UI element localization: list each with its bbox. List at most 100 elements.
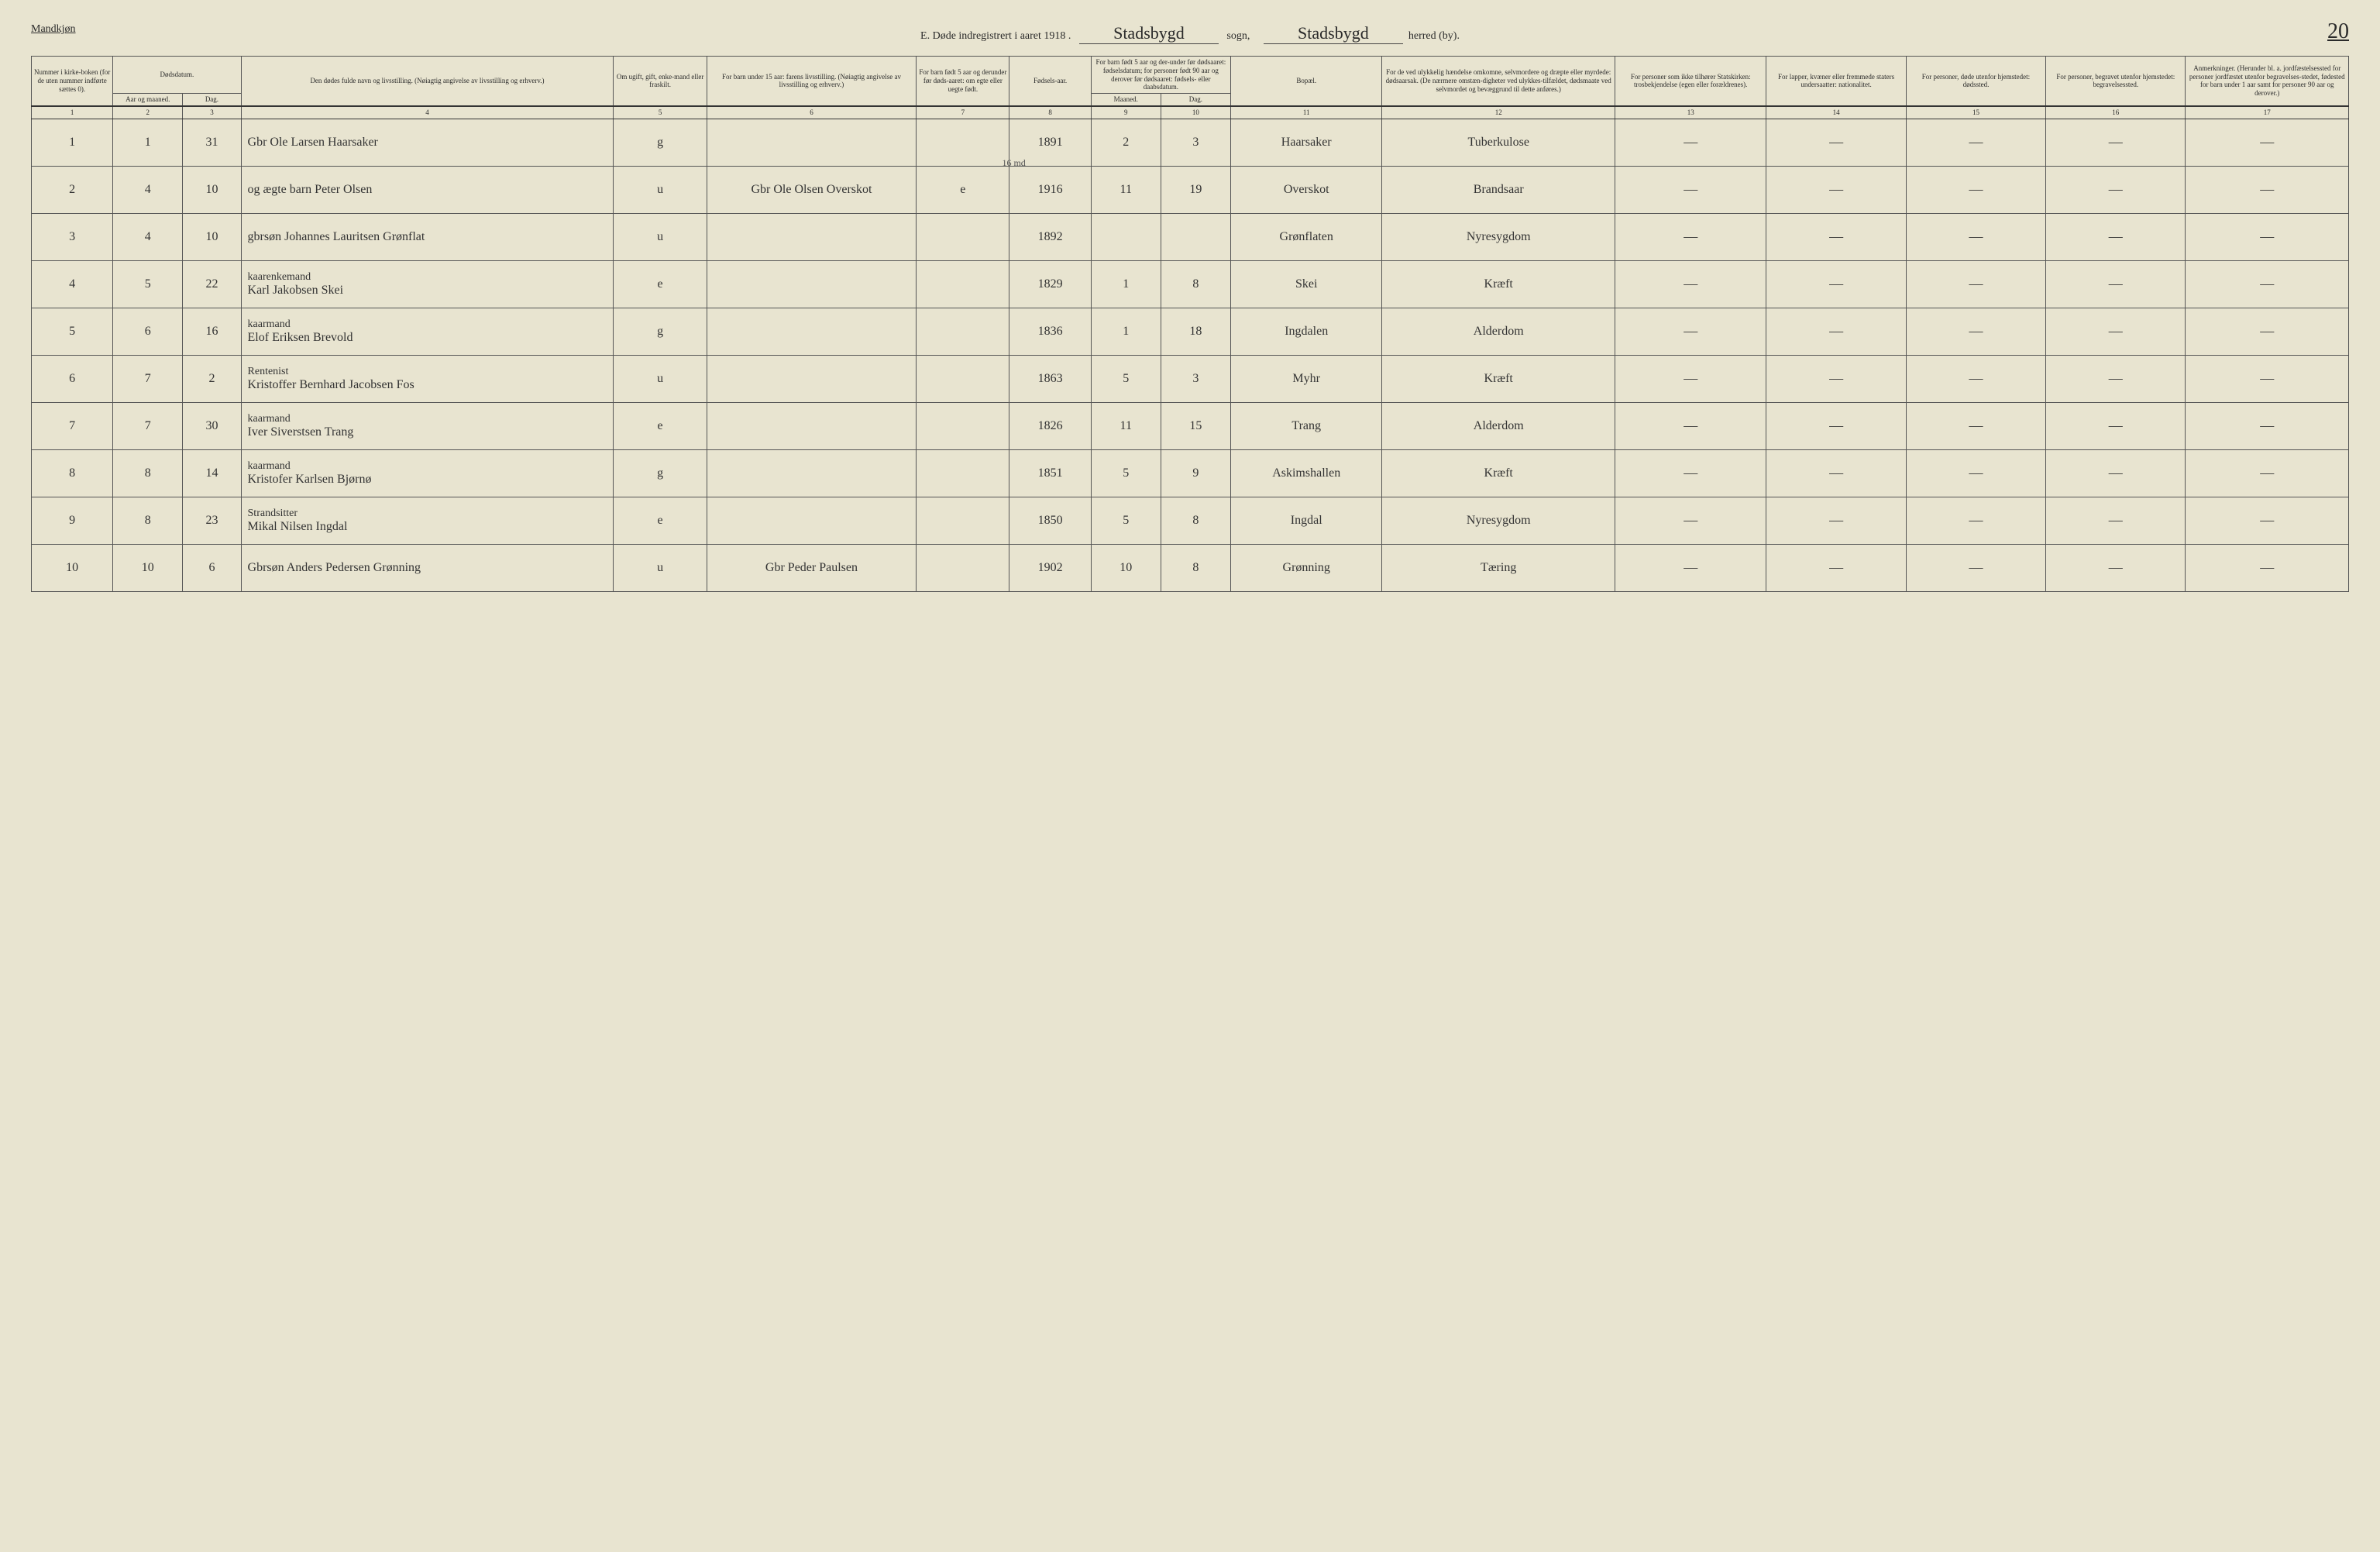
cell: 10 xyxy=(183,166,241,213)
dash: — xyxy=(1684,559,1697,575)
name-cell: kaarmandKristofer Karlsen Bjørnø xyxy=(241,449,614,497)
cell: — xyxy=(2186,166,2349,213)
dash: — xyxy=(2260,276,2274,291)
col-header-6: For barn under 15 aar: farens livsstilli… xyxy=(707,57,917,106)
dash: — xyxy=(1829,181,1843,197)
cell: — xyxy=(1906,119,2045,166)
cell: 30 xyxy=(183,402,241,449)
person-name: Gbr Ole Larsen Haarsaker xyxy=(248,136,378,149)
cell xyxy=(917,402,1009,449)
cell: 1 xyxy=(32,119,113,166)
col-header-15: For personer, døde utenfor hjemstedet: d… xyxy=(1906,57,2045,106)
cell: 31 xyxy=(183,119,241,166)
cell: — xyxy=(2046,308,2186,355)
herred-label: herred (by). xyxy=(1408,30,1460,42)
margin-note: 16 md xyxy=(1002,157,1025,168)
col-header-9: Maaned. xyxy=(1091,94,1161,106)
dash: — xyxy=(2109,229,2123,244)
dash: — xyxy=(1969,134,1983,150)
cell: 1863 xyxy=(1009,355,1091,402)
dash: — xyxy=(1684,134,1697,150)
cell: 191616 md xyxy=(1009,166,1091,213)
cell: Kræft xyxy=(1382,355,1615,402)
cell: — xyxy=(1766,119,1906,166)
table-row: 4522kaarenkemandKarl Jakobsen Skeie18291… xyxy=(32,260,2349,308)
cell: 5 xyxy=(32,308,113,355)
name-cell: Gbr Ole Larsen Haarsaker xyxy=(241,119,614,166)
cell: — xyxy=(1615,166,1766,213)
cell: 5 xyxy=(1091,449,1161,497)
cell: e xyxy=(614,402,707,449)
col-header-13: For personer som ikke tilhører Statskirk… xyxy=(1615,57,1766,106)
cell: Gbr Peder Paulsen xyxy=(707,544,917,591)
cell: Kræft xyxy=(1382,449,1615,497)
dash: — xyxy=(1969,370,1983,386)
column-number-row: 1234567891011121314151617 xyxy=(32,106,2349,119)
cell: — xyxy=(2186,260,2349,308)
column-number: 6 xyxy=(707,106,917,119)
col-header-14: For lapper, kvæner eller fremmede stater… xyxy=(1766,57,1906,106)
column-number: 7 xyxy=(917,106,1009,119)
name-cell: og ægte barn Peter Olsen xyxy=(241,166,614,213)
cell: — xyxy=(1615,402,1766,449)
cell: Tuberkulose xyxy=(1382,119,1615,166)
cell: — xyxy=(1766,213,1906,260)
dash: — xyxy=(2260,559,2274,575)
dash: — xyxy=(1684,370,1697,386)
cell: — xyxy=(2046,544,2186,591)
cell: — xyxy=(1766,308,1906,355)
person-name: Gbrsøn Anders Pedersen Grønning xyxy=(248,561,421,574)
dash: — xyxy=(1684,276,1697,291)
cell: 3 xyxy=(1161,119,1230,166)
dash: — xyxy=(1829,229,1843,244)
cell xyxy=(707,213,917,260)
cell: 4 xyxy=(113,213,183,260)
cell: 3 xyxy=(32,213,113,260)
cell xyxy=(917,260,1009,308)
dash: — xyxy=(2260,418,2274,433)
cell: 9 xyxy=(32,497,113,544)
name-cell: gbrsøn Johannes Lauritsen Grønflat xyxy=(241,213,614,260)
cell: 1 xyxy=(1091,260,1161,308)
cell: 8 xyxy=(113,449,183,497)
cell: Alderdom xyxy=(1382,308,1615,355)
cell: 7 xyxy=(113,355,183,402)
cell xyxy=(917,449,1009,497)
dash: — xyxy=(1969,418,1983,433)
cell: — xyxy=(1906,308,2045,355)
column-number: 14 xyxy=(1766,106,1906,119)
cell xyxy=(707,355,917,402)
name-cell: kaarmandElof Eriksen Brevold xyxy=(241,308,614,355)
cell xyxy=(1091,213,1161,260)
dash: — xyxy=(1684,323,1697,339)
cell: 5 xyxy=(1091,355,1161,402)
cell: 18 xyxy=(1161,308,1230,355)
cell: 4 xyxy=(113,166,183,213)
cell: 8 xyxy=(32,449,113,497)
col-header-7: For barn født 5 aar og derunder før døds… xyxy=(917,57,1009,106)
col-header-12: For de ved ulykkelig hændelse omkomne, s… xyxy=(1382,57,1615,106)
cell: Gbr Ole Olsen Overskot xyxy=(707,166,917,213)
person-name: Elof Eriksen Brevold xyxy=(248,331,353,344)
dash: — xyxy=(2109,465,2123,480)
name-cell: StrandsitterMikal Nilsen Ingdal xyxy=(241,497,614,544)
cell xyxy=(707,402,917,449)
dash: — xyxy=(2109,418,2123,433)
dash: — xyxy=(1829,323,1843,339)
cell: Brandsaar xyxy=(1382,166,1615,213)
cell: Tæring xyxy=(1382,544,1615,591)
sogn-value: Stadsbygd xyxy=(1079,23,1219,44)
dash: — xyxy=(2260,512,2274,528)
cell: — xyxy=(2186,213,2349,260)
cell: Kræft xyxy=(1382,260,1615,308)
death-register-table: Nummer i kirke-boken (for de uten nummer… xyxy=(31,56,2349,592)
cell: u xyxy=(614,166,707,213)
title-prefix: E. Døde indregistrert i aaret 191 xyxy=(920,30,1060,42)
dash: — xyxy=(1969,229,1983,244)
cell: 11 xyxy=(1091,402,1161,449)
cell: Ingdal xyxy=(1231,497,1382,544)
cell: 1 xyxy=(113,119,183,166)
cell xyxy=(707,119,917,166)
cell xyxy=(707,308,917,355)
cell xyxy=(917,497,1009,544)
